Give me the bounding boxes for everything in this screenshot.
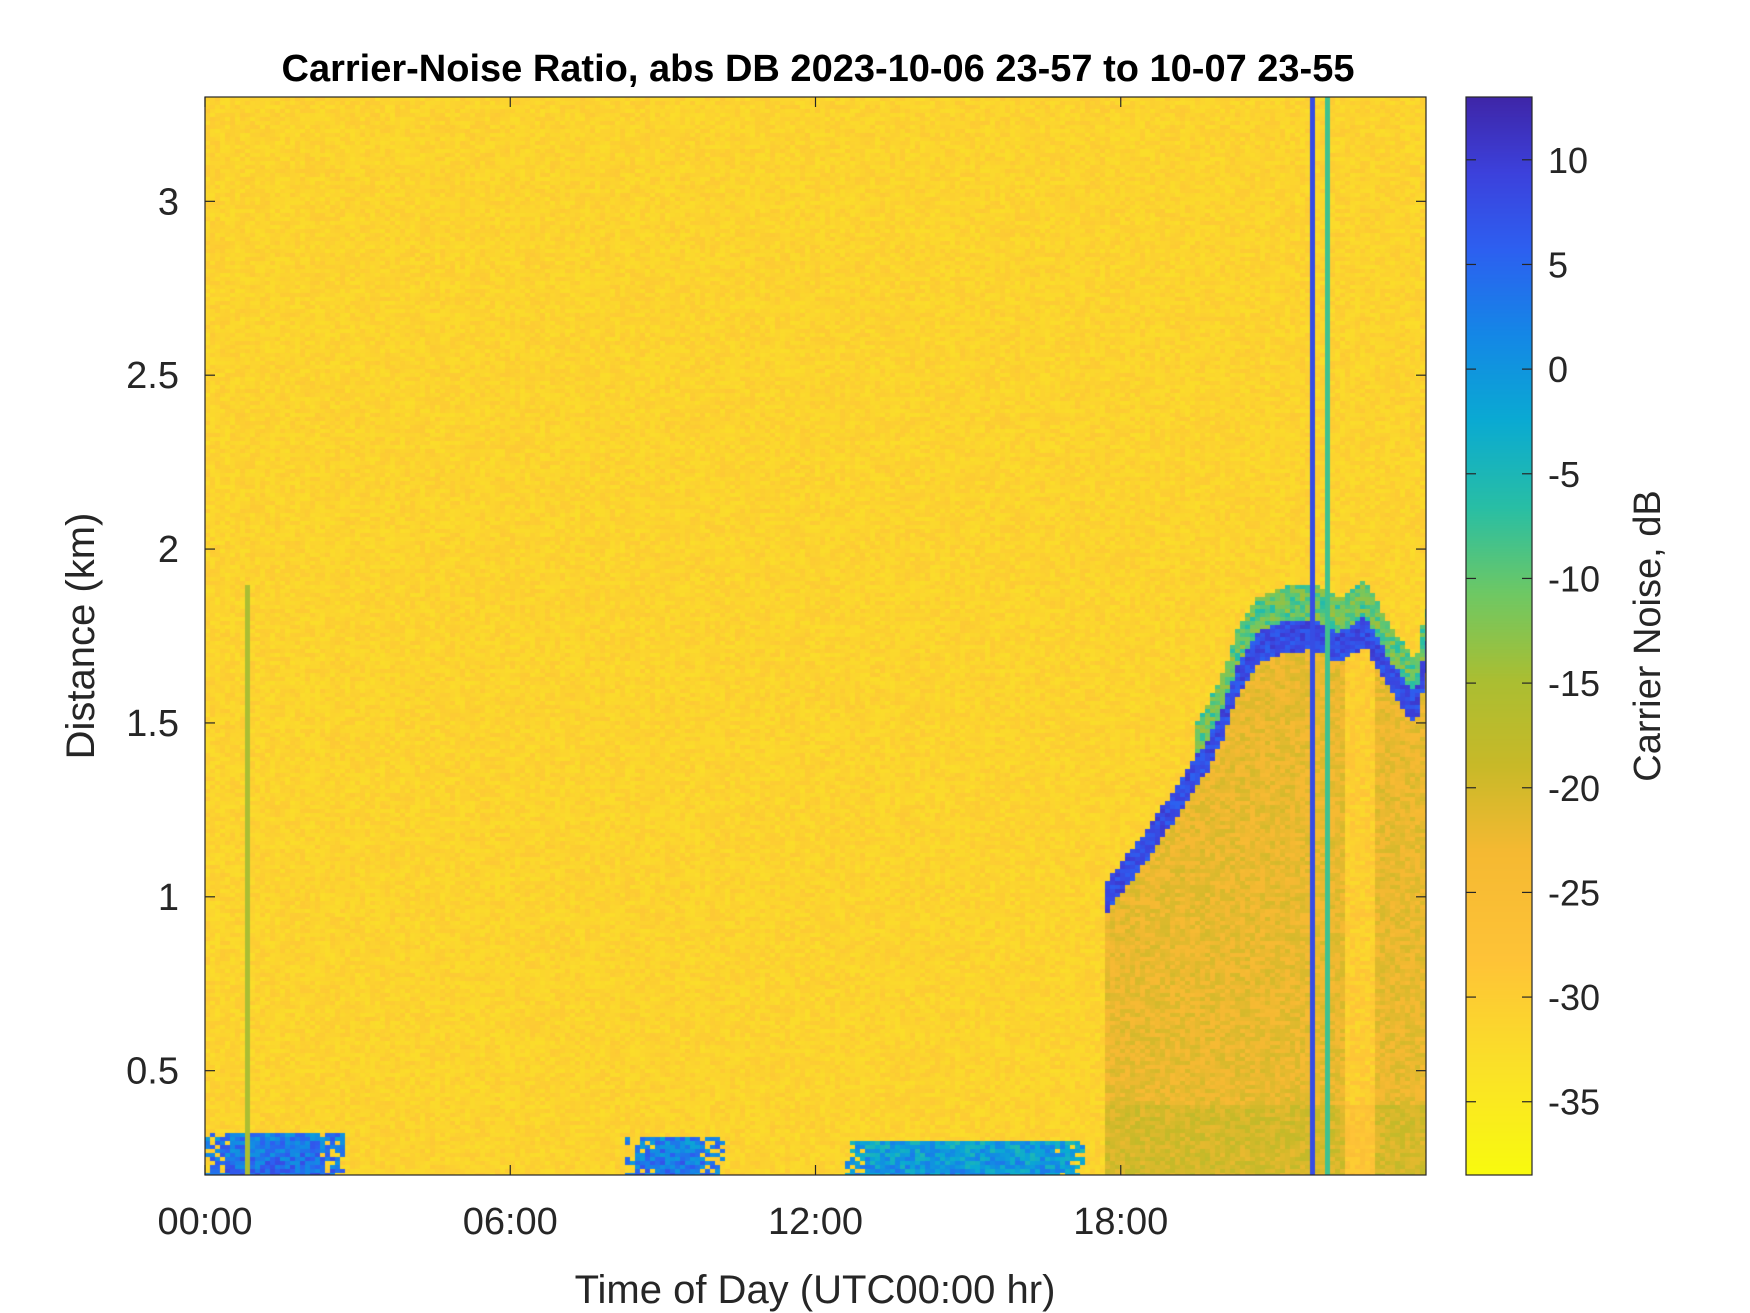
x-tick-label: 06:00 [463,1201,558,1243]
plot-area [204,96,1427,1176]
colorbar-tick-label: 10 [1548,140,1588,181]
x-tick-label: 00:00 [157,1201,252,1243]
x-axis: 00:00 06:00 12:00 18:00 [157,97,1168,1243]
colorbar-tick-label: -15 [1548,663,1600,704]
x-tick-label: 12:00 [768,1201,863,1243]
colorbar-tick-label: -20 [1548,768,1600,809]
colorbar-label: Carrier Noise, dB [1627,490,1669,781]
colorbar-tick-label: 0 [1548,349,1568,390]
colorbar-tick-label: -30 [1548,977,1600,1018]
colorbar-tick-label: 5 [1548,244,1568,285]
y-axis: 0.5 1 1.5 2 2.5 3 [126,181,1426,1093]
x-tick-label: 18:00 [1073,1201,1168,1243]
colorbar-canvas [1466,97,1532,1175]
y-tick-label: 2.5 [126,355,179,397]
colorbar-tick-label: -35 [1548,1082,1600,1123]
y-tick-label: 0.5 [126,1051,179,1093]
y-tick-label: 1 [158,877,179,919]
colorbar-tick-label: -10 [1548,558,1600,599]
y-axis-label: Distance (km) [59,513,103,760]
colorbar-ticks: 10 5 0 -5 -10 -15 -20 -25 -30 -35 [1466,140,1600,1123]
colorbar-frame [1465,96,1533,1176]
x-axis-label: Time of Day (UTC00:00 hr) [575,1268,1056,1312]
heatmap-canvas [205,97,1426,1175]
chart-title: Carrier-Noise Ratio, abs DB 2023-10-06 2… [282,48,1355,90]
y-tick-label: 3 [158,181,179,223]
colorbar: 10 5 0 -5 -10 -15 -20 -25 -30 -35 [1465,96,1600,1176]
colorbar-tick-label: -25 [1548,872,1600,913]
y-tick-label: 1.5 [126,703,179,745]
y-tick-label: 2 [158,529,179,571]
colorbar-tick-label: -5 [1548,454,1580,495]
